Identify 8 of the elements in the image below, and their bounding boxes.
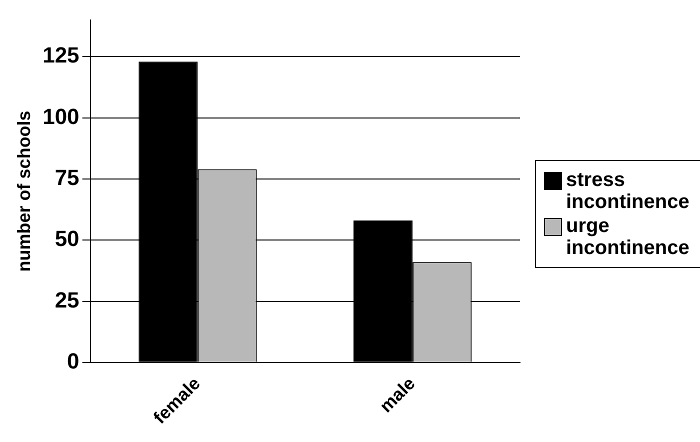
y-tick-label: 25 — [54, 287, 80, 312]
y-tick-label: 75 — [54, 165, 80, 190]
y-axis-title: number of schools — [14, 110, 34, 272]
y-tick-label: 125 — [42, 42, 80, 68]
y-tick-label: 50 — [54, 226, 80, 252]
y-tick-label: 100 — [42, 104, 80, 129]
legend-label: urge incontinence — [566, 215, 690, 259]
y-tick-label: 0 — [67, 348, 80, 374]
